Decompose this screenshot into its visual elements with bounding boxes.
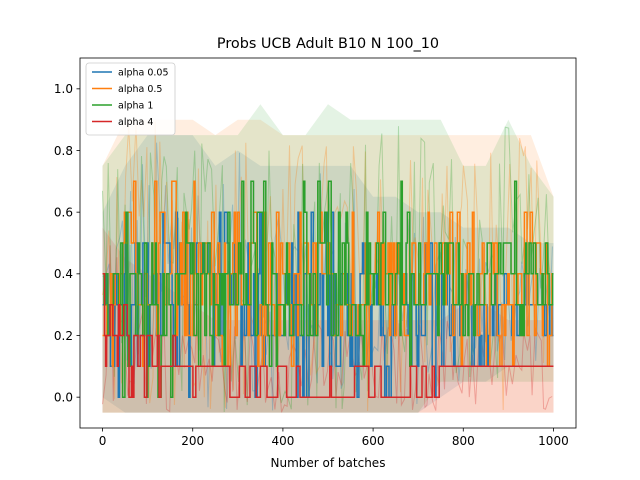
legend-label-alpha-0-5: alpha 0.5 (118, 84, 162, 95)
axes-frame (79, 57, 577, 429)
x-tick-label: 800 (452, 434, 475, 448)
legend: alpha 0.05 alpha 0.5 alpha 1 alpha 4 (85, 62, 176, 136)
y-tick-label: 0.0 (54, 390, 73, 404)
x-tick-label: 600 (362, 434, 385, 448)
x-tick-label: 1000 (538, 434, 569, 448)
y-tick-label: 0.8 (54, 144, 73, 158)
series-lines (102, 180, 554, 398)
x-tick-label: 200 (181, 434, 204, 448)
legend-label-alpha-4: alpha 4 (118, 117, 153, 128)
y-tick-label: 1.0 (54, 82, 73, 96)
y-axis-ticks: 0.0 0.2 0.4 0.6 0.8 1.0 (54, 82, 80, 404)
legend-label-alpha-0-05: alpha 0.05 (118, 67, 169, 78)
y-tick-label: 0.2 (54, 329, 73, 343)
y-tick-label: 0.4 (54, 267, 73, 281)
x-axis-ticks: 0 200 400 600 800 1000 (99, 428, 569, 448)
line-alpha-4 (102, 273, 554, 398)
y-tick-label: 0.6 (54, 205, 73, 219)
legend-box (85, 62, 176, 136)
x-axis-label: Number of batches (271, 456, 386, 470)
plot-area (102, 104, 554, 413)
x-tick-label: 0 (99, 434, 107, 448)
x-tick-label: 400 (271, 434, 294, 448)
chart-title: Probs UCB Adult B10 N 100_10 (217, 36, 439, 52)
legend-label-alpha-1: alpha 1 (118, 100, 153, 111)
